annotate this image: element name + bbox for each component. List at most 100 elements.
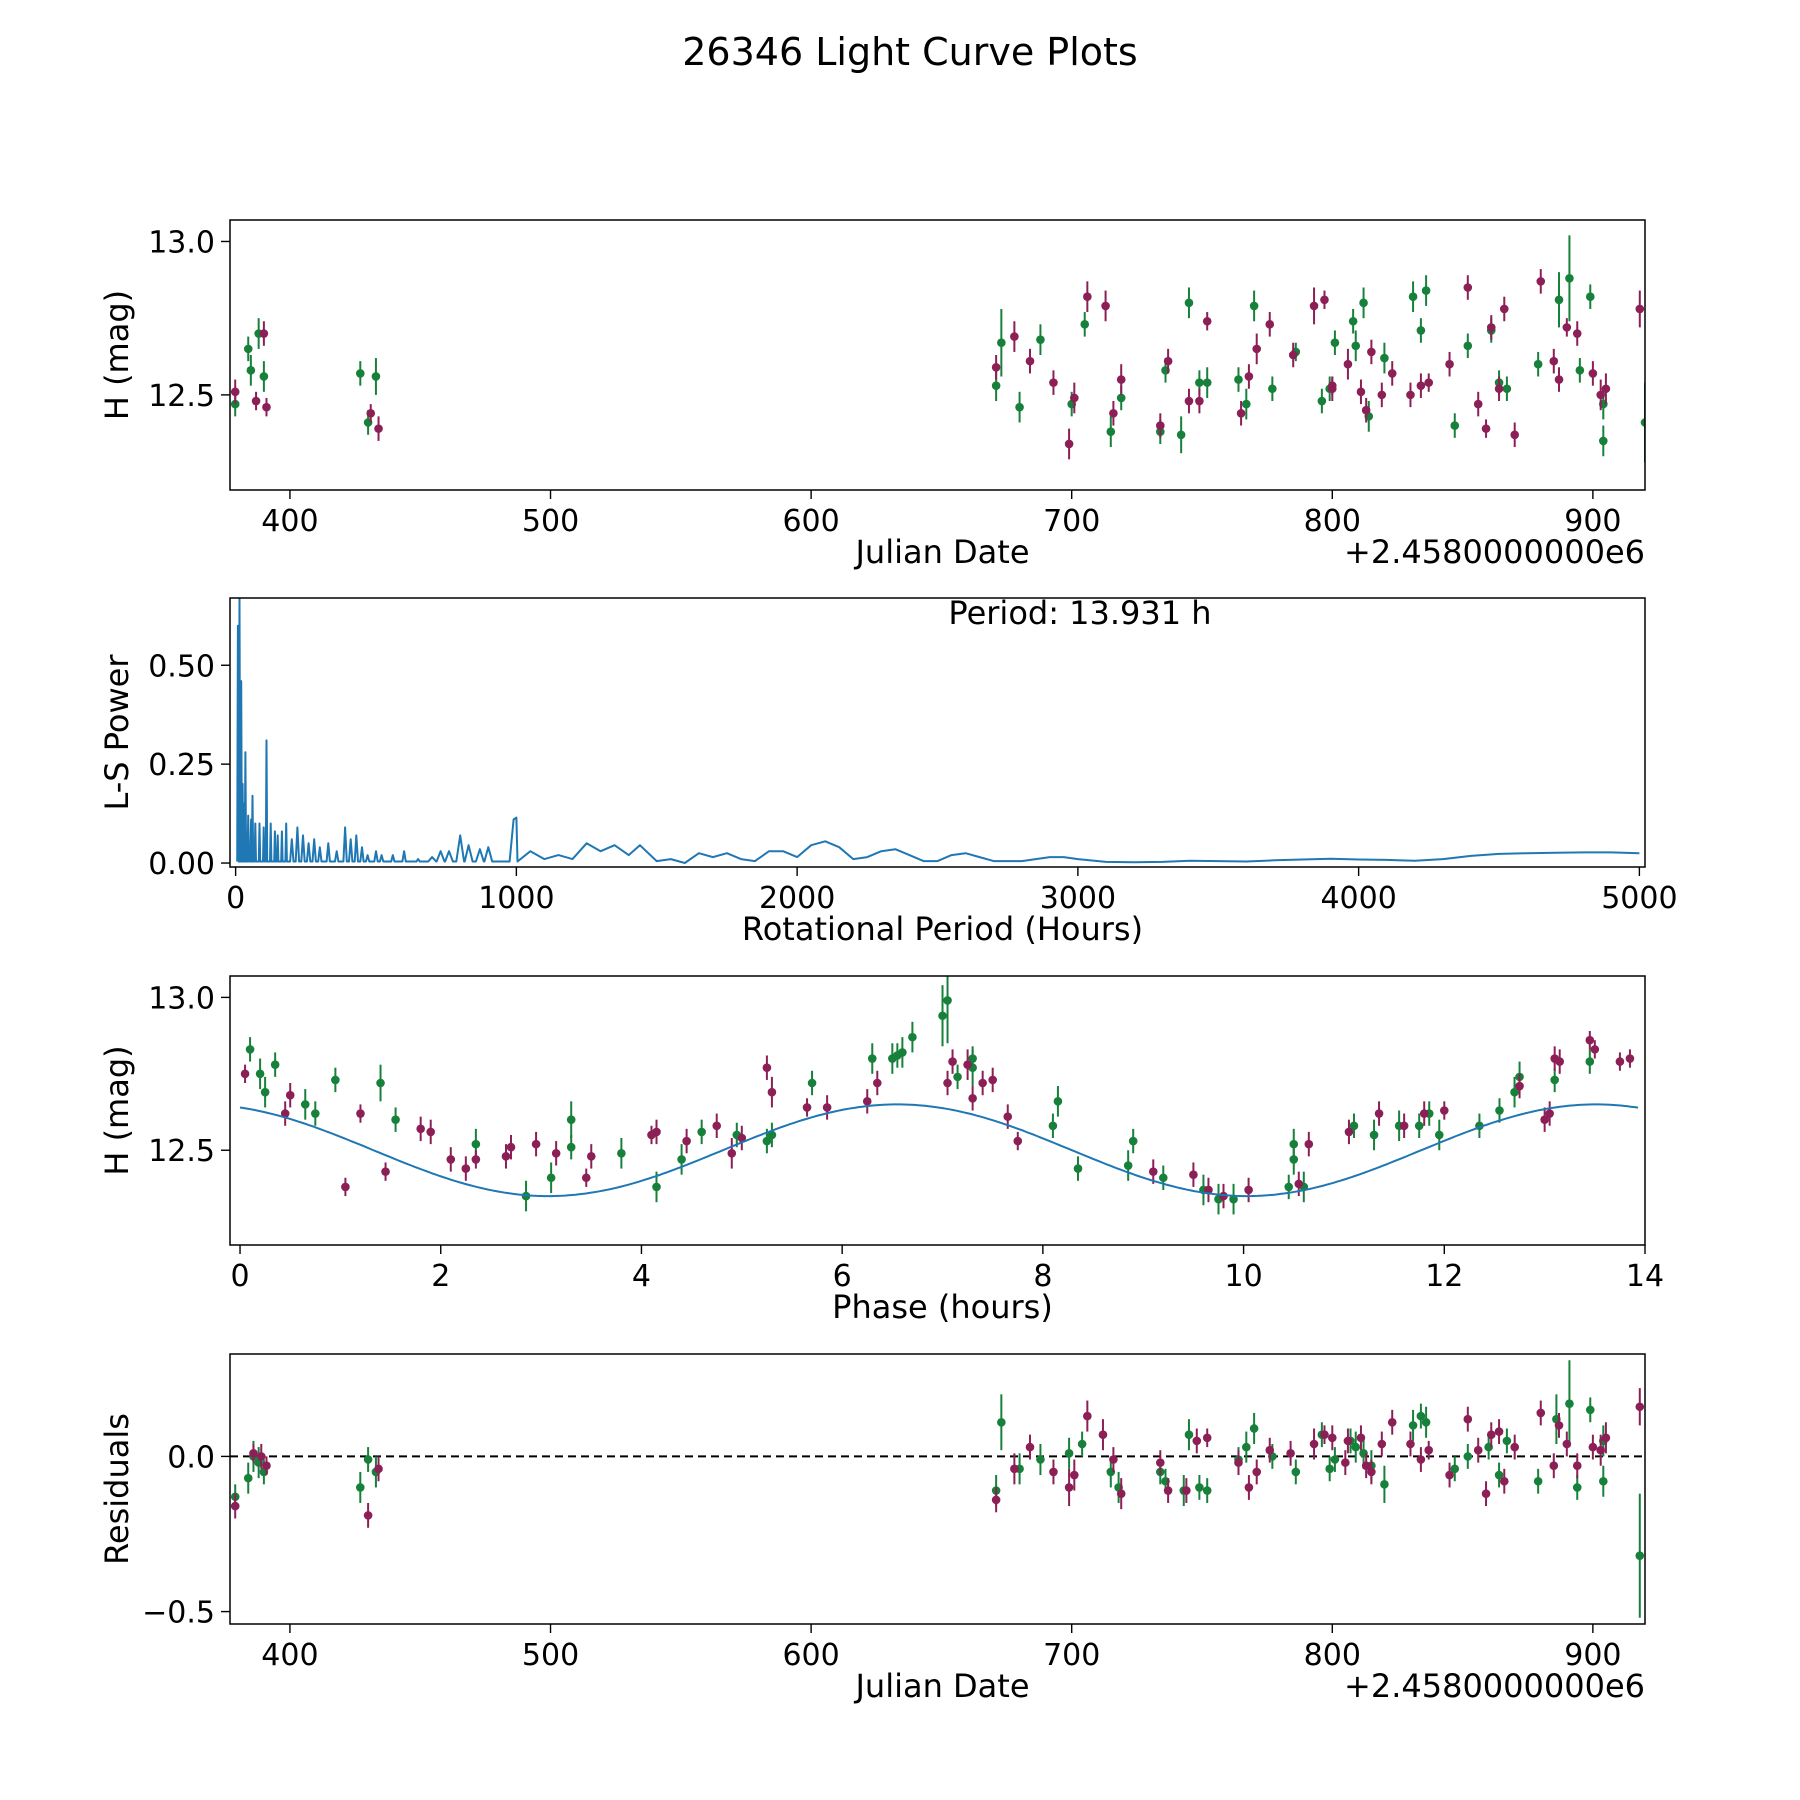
phasefold-data-point <box>1304 1139 1314 1149</box>
phasefold-data-point <box>617 1148 626 1158</box>
lightcurve-data-point <box>230 387 240 397</box>
residuals-data-point <box>1486 1430 1496 1439</box>
phasefold-xtick-label: 8 <box>1033 1259 1052 1294</box>
lightcurve-data-point <box>1463 341 1473 351</box>
phasefold-data-point <box>471 1139 481 1149</box>
lightcurve-xtick-label: 900 <box>1564 504 1621 539</box>
phasefold-plot-area <box>239 976 1639 1215</box>
phasefold-data-point <box>1515 1081 1524 1091</box>
phasefold-data-point <box>1555 1057 1564 1066</box>
lightcurve-data-point <box>1588 369 1598 378</box>
lightcurve-data-point <box>1049 378 1058 387</box>
periodogram-plot-area <box>236 598 1640 864</box>
phasefold-data-point <box>471 1155 481 1164</box>
phasefold-data-point <box>245 1045 255 1054</box>
residuals-data-point <box>1549 1461 1559 1471</box>
lightcurve-data-point <box>1408 292 1418 302</box>
phasefold-data-point <box>280 1109 290 1118</box>
phasefold-data-point <box>1434 1130 1444 1140</box>
lightcurve-data-point <box>1359 298 1368 308</box>
residuals-data-point <box>363 1455 373 1464</box>
residuals-data-point <box>1473 1445 1483 1455</box>
lightcurve-data-point <box>1083 292 1092 302</box>
residuals-data-point <box>1356 1433 1366 1443</box>
residuals-data-point <box>1463 1414 1473 1424</box>
periodogram-axes-frame <box>229 597 1646 868</box>
phasefold-data-point <box>1585 1035 1595 1045</box>
lightcurve-data-point <box>1202 316 1212 326</box>
phasefold-data-point <box>331 1075 340 1085</box>
phasefold-xtick-label: 12 <box>1425 1259 1463 1294</box>
residuals-data-point <box>1424 1445 1434 1455</box>
phasefold-data-point <box>1204 1185 1213 1195</box>
phasefold-xlabel: Phase (hours) <box>832 1288 1053 1326</box>
lightcurve-data-point <box>251 396 261 406</box>
lightcurve-offset-text: +2.4580000000e6 <box>1344 533 1645 571</box>
residuals-xlabel: Julian Date <box>853 1667 1029 1705</box>
residuals-data-point <box>1070 1470 1079 1480</box>
residuals-ylabel: Residuals <box>98 1413 136 1565</box>
phasefold-axes-frame <box>229 975 1646 1246</box>
phasefold-data-point <box>677 1155 686 1164</box>
periodogram-xtick-label: 2000 <box>759 881 835 916</box>
lightcurve-series-magenta <box>230 269 1645 460</box>
phasefold-data-point <box>341 1182 350 1192</box>
phasefold-series-magenta <box>240 1031 1635 1209</box>
lightcurve-data-point <box>1554 295 1564 305</box>
phasefold-data-point <box>586 1152 596 1161</box>
residuals-data-point <box>1499 1476 1509 1486</box>
residuals-data-point <box>1249 1424 1259 1433</box>
lightcurve-data-point <box>366 408 376 418</box>
residuals-data-point <box>1163 1486 1173 1495</box>
lightcurve-data-point <box>1025 356 1035 366</box>
residuals-data-point <box>1406 1439 1415 1449</box>
lightcurve-data-point <box>1416 381 1426 390</box>
phasefold-data-point <box>240 1069 250 1079</box>
residuals-data-point <box>997 1417 1006 1427</box>
lightcurve-data-point <box>1486 323 1496 332</box>
lightcurve-data-point <box>1317 396 1327 406</box>
residuals-data-point <box>1010 1464 1019 1474</box>
residuals-data-point <box>1083 1411 1092 1421</box>
phasefold-data-point <box>1244 1185 1253 1195</box>
lightcurve-data-point <box>1367 347 1376 357</box>
lightcurve-data-point <box>1585 292 1595 302</box>
phasefold-data-point <box>260 1087 270 1097</box>
residuals-data-point <box>1572 1483 1582 1492</box>
lightcurve-xtick-label: 700 <box>1043 504 1100 539</box>
lightcurve-panel: 400 500 600 700 800 900 12.5 13.0 Julian Date H (… <box>98 219 1646 571</box>
lightcurve-xtick-label: 500 <box>522 504 579 539</box>
residuals-data-point <box>262 1461 271 1471</box>
phasefold-data-point <box>270 1060 280 1069</box>
lightcurve-data-point <box>262 402 271 412</box>
lightcurve-data-point <box>1015 402 1024 412</box>
lightcurve-data-point <box>1565 273 1574 283</box>
lightcurve-ytick-label: 13.0 <box>148 225 215 260</box>
phasefold-data-point <box>1158 1173 1168 1183</box>
phasefold-data-point <box>426 1127 436 1137</box>
residuals-data-point <box>1510 1442 1520 1452</box>
lightcurve-data-point <box>1236 408 1246 418</box>
phasefold-data-point <box>1374 1109 1384 1118</box>
phasefold-data-point <box>948 1057 957 1066</box>
phasefold-data-point <box>416 1124 425 1134</box>
phasefold-data-point <box>652 1127 661 1137</box>
phasefold-data-point <box>762 1063 772 1073</box>
phasefold-data-point <box>1123 1161 1133 1170</box>
lightcurve-data-point <box>1494 384 1504 394</box>
lightcurve-data-point <box>1406 390 1415 400</box>
phasefold-data-point <box>1048 1121 1058 1131</box>
residuals-data-point <box>1599 1476 1608 1486</box>
lightcurve-data-point <box>1327 381 1337 390</box>
phasefold-data-point <box>566 1142 576 1152</box>
phasefold-data-point <box>767 1130 777 1140</box>
periodogram-xtick-label: 4000 <box>1320 881 1396 916</box>
periodogram-ylabel: L-S Power <box>98 654 136 811</box>
residuals-data-point <box>1416 1411 1426 1421</box>
lightcurve-data-point <box>1184 298 1194 308</box>
phasefold-data-point <box>311 1109 320 1118</box>
phasefold-data-point <box>285 1090 295 1100</box>
lightcurve-data-point <box>1562 323 1572 332</box>
residuals-data-point <box>1416 1455 1426 1464</box>
lightcurve-data-point <box>1387 369 1397 378</box>
